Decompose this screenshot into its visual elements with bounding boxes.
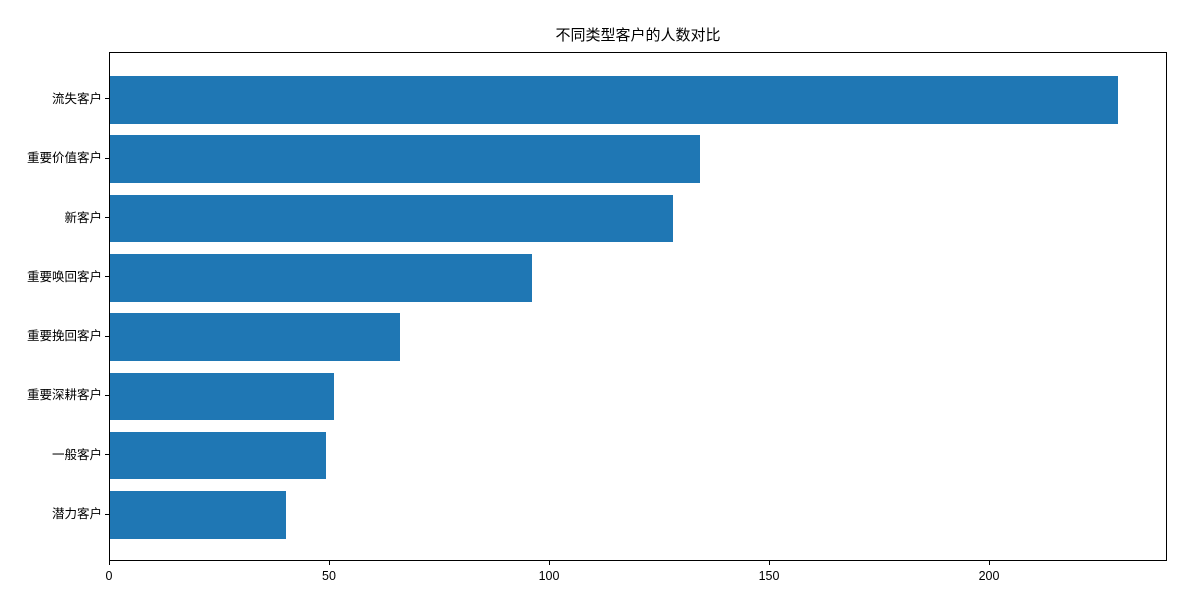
y-tick-mark (105, 276, 109, 278)
y-tick-mark (105, 217, 109, 219)
x-tick-mark (108, 561, 110, 565)
plot-area (109, 52, 1167, 561)
bar-流失客户 (110, 76, 1118, 124)
bar-重要挽回客户 (110, 313, 401, 361)
x-tick-label: 100 (538, 569, 560, 583)
y-tick-mark (105, 394, 109, 396)
chart-title: 不同类型客户的人数对比 (555, 27, 721, 44)
y-tick-label: 重要价值客户 (26, 151, 102, 166)
y-tick-mark (105, 513, 109, 515)
x-tick-mark (988, 561, 990, 565)
x-tick-mark (328, 561, 330, 565)
y-tick-label: 重要唤回客户 (26, 269, 102, 284)
bar-重要深耕客户 (110, 372, 335, 421)
bar-潜力客户 (110, 491, 286, 539)
x-tick-label: 0 (105, 569, 113, 583)
y-tick-label: 重要深耕客户 (26, 388, 102, 403)
y-tick-label: 流失客户 (51, 91, 102, 106)
y-tick-mark (105, 454, 109, 456)
bar-新客户 (110, 194, 674, 243)
x-tick-label: 150 (758, 569, 780, 583)
y-tick-label: 重要挽回客户 (26, 329, 102, 344)
bar-重要唤回客户 (110, 254, 533, 302)
y-tick-label: 一般客户 (51, 447, 102, 462)
bar-重要价值客户 (110, 135, 700, 183)
y-tick-mark (105, 335, 109, 337)
y-tick-label: 潜力客户 (51, 507, 102, 522)
y-tick-mark (105, 98, 109, 100)
x-tick-label: 200 (978, 569, 1000, 583)
bar-一般客户 (110, 432, 326, 480)
y-tick-label: 新客户 (64, 210, 102, 225)
y-tick-mark (105, 157, 109, 159)
x-tick-mark (548, 561, 550, 565)
x-tick-label: 50 (322, 569, 336, 583)
x-tick-mark (768, 561, 770, 565)
